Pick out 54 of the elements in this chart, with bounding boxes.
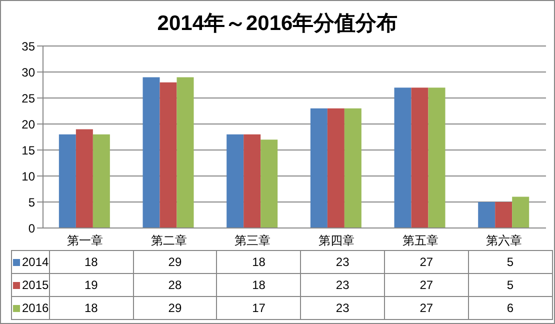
data-label: 23 (300, 296, 385, 320)
data-label: 18 (49, 250, 134, 274)
data-label: 29 (133, 296, 217, 320)
bar (76, 129, 93, 228)
data-label: 5 (468, 274, 552, 296)
chart-title: 2014年～2016年分值分布 (156, 11, 399, 37)
bar (260, 140, 278, 228)
bar (428, 88, 446, 228)
data-label: 5 (468, 250, 552, 274)
y-tick-label: 30 (22, 65, 36, 80)
bar (226, 134, 244, 228)
bar (344, 108, 362, 228)
bar (478, 202, 496, 228)
bar (92, 134, 110, 228)
data-label: 18 (216, 274, 301, 296)
bar (394, 88, 412, 228)
data-label: 23 (300, 250, 385, 274)
bar (142, 77, 160, 228)
data-label: 18 (49, 296, 134, 320)
x-tick-label: 第三章 (234, 234, 271, 248)
bar (310, 108, 328, 228)
y-tick-label: 25 (22, 91, 36, 106)
x-tick-label: 第一章 (66, 234, 103, 248)
bar (327, 108, 344, 228)
legend-label: 2016 (22, 301, 49, 316)
x-tick-label: 第四章 (318, 234, 354, 248)
bar (160, 82, 177, 228)
data-label: 23 (300, 274, 385, 296)
y-tick-label: 0 (28, 221, 36, 236)
legend-label: 2015 (22, 278, 49, 292)
x-tick-label: 第六章 (486, 234, 522, 248)
bar (244, 134, 261, 228)
y-tick-label: 20 (22, 117, 36, 132)
data-label: 6 (468, 296, 552, 320)
data-label: 19 (49, 274, 134, 296)
y-tick-label: 5 (28, 195, 36, 210)
bar (176, 77, 194, 228)
data-label: 18 (216, 250, 301, 274)
data-label: 29 (133, 250, 217, 274)
y-tick-label: 35 (22, 39, 36, 54)
data-label: 27 (384, 250, 468, 274)
y-tick-label: 15 (22, 143, 36, 158)
data-label: 28 (133, 274, 217, 296)
bar (512, 196, 530, 228)
bar (411, 88, 428, 228)
y-tick-label: 10 (22, 169, 36, 184)
x-tick-label: 第五章 (402, 234, 438, 248)
bar (58, 134, 76, 228)
data-label: 27 (384, 296, 468, 320)
data-label: 27 (384, 274, 468, 296)
data-label: 17 (216, 296, 301, 320)
bar (495, 202, 512, 228)
x-tick-label: 第二章 (150, 234, 187, 248)
legend-label: 2014 (22, 255, 49, 270)
